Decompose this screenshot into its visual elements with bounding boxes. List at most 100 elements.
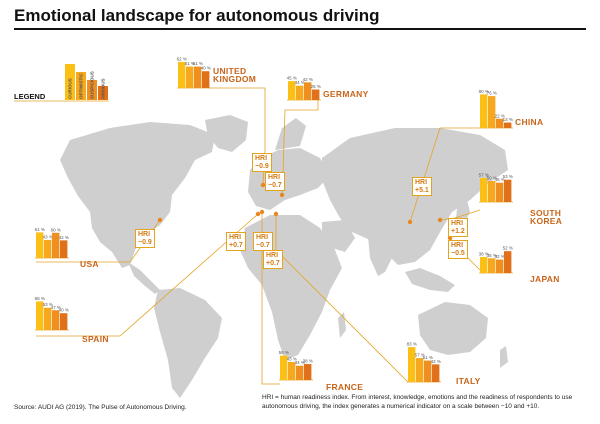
leader-line-china xyxy=(409,127,480,223)
marker-usa xyxy=(157,217,163,223)
bar-china-suspicious xyxy=(496,118,504,128)
bar-value-label: 60 % xyxy=(51,227,61,232)
bar-spain-optimistic xyxy=(44,307,52,330)
bar-value-label: 57 % xyxy=(479,173,489,178)
bar-united-kingdom-suspicious xyxy=(194,66,202,88)
world-map xyxy=(60,115,508,398)
country-label-south-korea: SOUTH KOREA xyxy=(530,208,562,226)
bar-value-label: 58 % xyxy=(279,350,289,355)
bar-value-label: 43 % xyxy=(287,356,297,361)
bar-usa-curious xyxy=(36,232,44,258)
bar-italy-curious xyxy=(408,347,416,382)
country-label-italy: ITALY xyxy=(456,376,481,386)
hri-label-china: HRI +5.1 xyxy=(412,177,432,196)
marker-united-kingdom xyxy=(260,182,266,188)
bar-value-label: 40 % xyxy=(201,66,211,71)
bar-france-optimistic xyxy=(288,361,296,380)
bar-value-label: 47 % xyxy=(51,305,61,310)
bar-spain-anxious xyxy=(60,313,68,330)
bar-value-label: 51 % xyxy=(423,355,433,360)
bar-chart-usa: 61 % 43 % 60 % 42 % USA xyxy=(35,227,99,269)
bar-value-label: 34 % xyxy=(295,360,305,365)
bar-chart-france: 58 %43 %34 %38 % FRANCE xyxy=(279,350,363,392)
leader-line-france xyxy=(261,212,280,385)
bar-value-label: 83 % xyxy=(407,342,417,347)
hri-label-spain: HRI +0.7 xyxy=(226,232,246,251)
bar-france-curious xyxy=(280,355,288,380)
bar-germany-curious xyxy=(288,81,296,100)
hri-label-italy: HRI +0.7 xyxy=(263,250,283,269)
bar-value-label: 40 % xyxy=(59,308,69,313)
bar-chart-south-korea: 57 %50 %46 %53 % SOUTH KOREA xyxy=(479,173,562,226)
country-markers xyxy=(157,182,453,241)
bar-south-korea-anxious xyxy=(504,179,512,202)
bar-value-label: 80 % xyxy=(479,89,489,94)
source-note: Source: AUDI AG (2019). The Pulse of Aut… xyxy=(14,404,187,411)
country-label-spain: SPAIN xyxy=(82,334,109,344)
country-label-china: CHINA xyxy=(515,117,543,127)
leader-line-spain xyxy=(36,213,259,337)
country-label-germany: GERMANY xyxy=(323,89,369,99)
country-label-japan: JAPAN xyxy=(530,274,560,284)
bar-value-label: 50 % xyxy=(487,176,497,181)
arabia-landmass xyxy=(322,220,355,252)
south-america-landmass xyxy=(154,288,222,398)
bar-value-label: 57 % xyxy=(415,353,425,358)
bar-value-label: 62 % xyxy=(177,56,187,61)
bar-usa-optimistic xyxy=(44,239,52,258)
bar-south-korea-optimistic xyxy=(488,181,496,202)
bar-value-label: 38 % xyxy=(303,359,313,364)
bar-value-label: 45 % xyxy=(287,76,297,81)
bar-south-korea-suspicious xyxy=(496,182,504,202)
bar-value-label: 51 % xyxy=(185,61,195,66)
bar-germany-anxious xyxy=(312,89,320,100)
bar-value-label: 53 % xyxy=(503,174,513,179)
marker-italy xyxy=(273,211,279,217)
legend-swatch-optimistic xyxy=(76,72,86,100)
bar-chart-germany: 45 %34 %42 % 25 %GERMANY xyxy=(287,76,369,101)
legend-category-suspicious: SUSPICIOUS xyxy=(90,71,95,99)
bar-china-anxious xyxy=(504,122,512,128)
asia-landmass xyxy=(322,128,508,265)
bar-usa-anxious xyxy=(60,240,68,258)
hri-label-france: HRI −0.7 xyxy=(253,232,273,251)
bar-spain-suspicious xyxy=(52,310,60,330)
bar-south-korea-curious xyxy=(480,178,488,202)
bar-italy-optimistic xyxy=(416,358,424,382)
bar-value-label: 32 % xyxy=(495,254,505,259)
country-label-france: FRANCE xyxy=(326,382,363,392)
legend-swatch-curious xyxy=(65,64,75,100)
legend-label: LEGEND xyxy=(14,92,46,101)
bar-chart-united-kingdom: 62 %51 %51 %40 % UNITED KINGDOM xyxy=(177,56,256,89)
marker-south-korea xyxy=(437,217,443,223)
bar-japan-anxious xyxy=(504,251,512,273)
bar-italy-suspicious xyxy=(424,360,432,382)
australia-landmass xyxy=(418,302,488,355)
bar-value-label: 34 % xyxy=(295,80,305,85)
bar-germany-optimistic xyxy=(296,85,304,100)
country-label-united-kingdom: UNITED KINGDOM xyxy=(213,66,256,84)
bar-united-kingdom-curious xyxy=(178,61,186,88)
legend-swatch-suspicious xyxy=(87,80,97,100)
marker-spain xyxy=(255,211,261,217)
bar-value-label: 35 % xyxy=(487,253,497,258)
marker-china xyxy=(407,219,413,225)
bar-france-anxious xyxy=(304,364,312,380)
bar-china-optimistic xyxy=(488,96,496,128)
bar-value-label: 76 % xyxy=(487,91,497,96)
hri-label-japan: HRI −0.5 xyxy=(448,240,468,259)
bar-chart-spain: 68 %53 %47 %40 % SPAIN xyxy=(35,296,109,344)
bar-china-curious xyxy=(480,94,488,128)
bar-value-label: 43 % xyxy=(43,234,53,239)
bar-value-label: 38 % xyxy=(479,252,489,257)
bar-value-label: 22 % xyxy=(495,113,505,118)
bar-spain-curious xyxy=(36,301,44,330)
hri-label-usa: HRI −0.9 xyxy=(135,229,155,248)
bar-value-label: 53 % xyxy=(43,302,53,307)
hri-label-south-korea: HRI +1.2 xyxy=(448,218,468,237)
country-label-usa: USA xyxy=(80,259,99,269)
bar-value-label: 13 % xyxy=(503,117,513,122)
bar-value-label: 52 % xyxy=(503,246,513,251)
bar-united-kingdom-optimistic xyxy=(186,66,194,88)
